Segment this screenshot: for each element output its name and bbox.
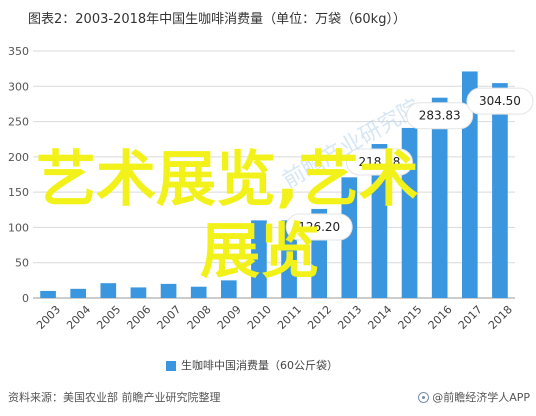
x-tick-label: 2009 — [215, 303, 244, 332]
x-tick-label: 2003 — [34, 303, 63, 332]
credit-text: @前瞻经济学人APP — [432, 391, 530, 404]
bar — [341, 177, 358, 298]
y-tick-label: 150 — [8, 186, 29, 199]
bar — [431, 97, 448, 298]
data-label: 283.83 — [419, 109, 461, 123]
overlay-banner-line-1: 艺术展览,艺术 — [36, 145, 419, 215]
chart-legend: 生咖啡中国消费量（60公斤袋） — [166, 358, 338, 374]
x-tick-label: 2013 — [335, 303, 364, 332]
y-tick-label: 300 — [8, 80, 29, 93]
data-label-bubble — [345, 148, 413, 176]
legend-label: 生咖啡中国消费量（60公斤袋） — [181, 359, 338, 372]
data-label-bubble — [285, 213, 353, 241]
bar — [190, 286, 207, 298]
legend-swatch — [166, 361, 176, 371]
credit-logo-icon — [418, 391, 430, 403]
x-tick-label: 2018 — [486, 303, 515, 332]
bar — [492, 83, 508, 298]
y-tick-label: 100 — [8, 221, 29, 234]
overlay-banner-line-2: 展览 — [200, 217, 320, 287]
bar — [220, 280, 237, 298]
bar — [130, 287, 147, 298]
bar — [40, 290, 56, 298]
bar — [251, 220, 267, 298]
bar — [70, 288, 87, 298]
x-tick-label: 2016 — [426, 303, 455, 332]
x-tick-label: 2006 — [124, 303, 153, 332]
data-label: 126.20 — [298, 220, 340, 234]
bar — [281, 220, 297, 298]
x-tick-label: 2008 — [185, 303, 214, 332]
credit-note: @前瞻经济学人APP — [418, 389, 530, 405]
y-tick-label: 0 — [22, 292, 29, 305]
data-label-bubble — [466, 87, 534, 115]
x-tick-label: 2014 — [365, 303, 394, 332]
x-tick-label: 2007 — [155, 303, 184, 332]
y-tick-label: 200 — [8, 151, 29, 164]
chart-title: 图表2：2003-2018年中国生咖啡消费量（单位：万袋（60kg）） — [28, 12, 406, 27]
x-tick-label: 2011 — [275, 303, 304, 332]
data-label: 304.50 — [479, 94, 521, 108]
source-note: 资料来源：美国农业部 前瞻产业研究院整理 — [8, 391, 221, 404]
x-tick-label: 2004 — [64, 303, 93, 332]
y-tick-label: 50 — [15, 257, 29, 270]
x-tick-label: 2005 — [94, 303, 123, 332]
bar — [371, 144, 388, 298]
data-label-bubble — [406, 102, 474, 130]
bar — [100, 283, 117, 298]
data-label: 218.18 — [358, 155, 400, 169]
y-tick-label: 350 — [8, 45, 29, 58]
x-tick-label: 2012 — [305, 303, 334, 332]
bar — [461, 71, 478, 298]
x-tick-label: 2015 — [396, 303, 425, 332]
y-tick-label: 250 — [8, 116, 29, 129]
x-tick-label: 2010 — [245, 303, 274, 332]
bar — [160, 283, 177, 298]
x-tick-label: 2017 — [456, 303, 485, 332]
